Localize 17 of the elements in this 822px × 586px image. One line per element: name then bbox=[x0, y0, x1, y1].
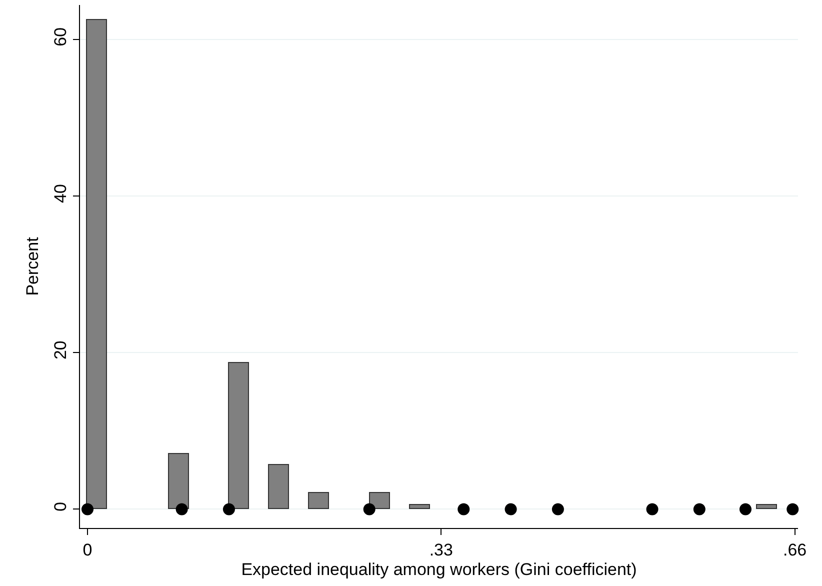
y-tick-label: 40 bbox=[51, 184, 70, 203]
bar bbox=[409, 504, 430, 509]
x-tick-label: .66 bbox=[782, 540, 807, 560]
y-tick-label: 60 bbox=[51, 27, 70, 46]
bar bbox=[168, 453, 189, 509]
bar bbox=[756, 504, 777, 509]
bar bbox=[369, 492, 390, 509]
y-axis-title: Percent bbox=[22, 236, 42, 296]
x-axis-title: Expected inequality among workers (Gini coefficient) bbox=[241, 560, 637, 579]
y-tick-label: 20 bbox=[51, 340, 70, 360]
y-tick-label: 0 bbox=[51, 502, 70, 512]
x-tick-label: .33 bbox=[429, 540, 453, 560]
x-tick-label: 0 bbox=[82, 540, 92, 560]
bar bbox=[268, 464, 289, 509]
bar bbox=[308, 492, 329, 509]
bar bbox=[86, 19, 107, 509]
bar bbox=[228, 362, 249, 509]
